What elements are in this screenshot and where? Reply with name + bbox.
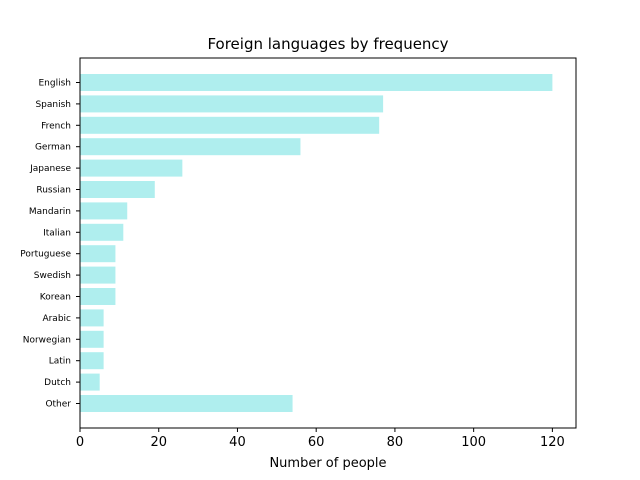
bars-group [80,74,553,412]
bar-japanese [80,159,183,177]
y-tick-label-italian: Italian [43,228,71,238]
bar-english [80,74,553,91]
y-tick-label-japanese: Japanese [29,164,71,174]
bar-russian [80,181,155,198]
bar-german [80,138,301,156]
y-tick-label-spanish: Spanish [35,100,71,110]
x-axis-label: Number of people [269,456,386,471]
x-tick-label-20: 20 [150,435,167,450]
bar-other [80,395,293,412]
y-tick-label-russian: Russian [36,186,71,196]
y-tick-label-english: English [39,79,72,89]
bar-french [80,116,380,134]
y-tick-label-arabic: Arabic [42,314,71,324]
x-axis-ticks: 0 20 40 60 80 100 120 [76,428,565,450]
bar-spanish [80,95,384,113]
y-tick-label-mandarin: Mandarin [29,207,71,217]
bar-italian [80,223,124,241]
bar-arabic [80,309,104,327]
x-tick-label-0: 0 [76,435,84,450]
y-tick-label-german: German [35,143,71,153]
bar-dutch [80,373,100,391]
bar-portuguese [80,245,116,263]
y-tick-label-other: Other [45,400,71,410]
x-tick-label-60: 60 [308,435,325,450]
bar-mandarin [80,202,128,220]
x-tick-label-120: 120 [540,435,565,450]
x-tick-label-40: 40 [229,435,246,450]
bar-korean [80,288,116,305]
bar-latin [80,352,104,370]
y-axis-ticks: English Spanish French German Japanese Russia… [20,79,80,410]
chart-title: Foreign languages by frequency [207,35,448,53]
y-tick-label-portuguese: Portuguese [20,250,71,260]
bar-norwegian [80,330,104,348]
y-tick-label-latin: Latin [49,357,71,367]
y-tick-label-swedish: Swedish [34,271,71,281]
y-tick-label-dutch: Dutch [44,378,71,388]
x-tick-label-100: 100 [461,435,486,450]
y-tick-label-french: French [41,121,71,131]
y-tick-label-korean: Korean [40,293,71,303]
plot-frame [79,57,577,429]
x-tick-label-80: 80 [387,435,404,450]
y-tick-label-norwegian: Norwegian [23,335,71,345]
bar-swedish [80,266,116,284]
